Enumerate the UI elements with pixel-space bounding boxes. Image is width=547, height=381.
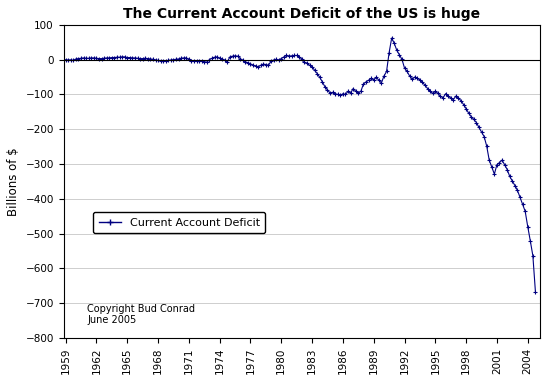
Text: Copyright Bud Conrad
June 2005: Copyright Bud Conrad June 2005: [88, 304, 195, 325]
Y-axis label: Billions of $: Billions of $: [7, 147, 20, 216]
Legend: Current Account Deficit: Current Account Deficit: [93, 212, 265, 233]
Title: The Current Account Deficit of the US is huge: The Current Account Deficit of the US is…: [123, 7, 480, 21]
